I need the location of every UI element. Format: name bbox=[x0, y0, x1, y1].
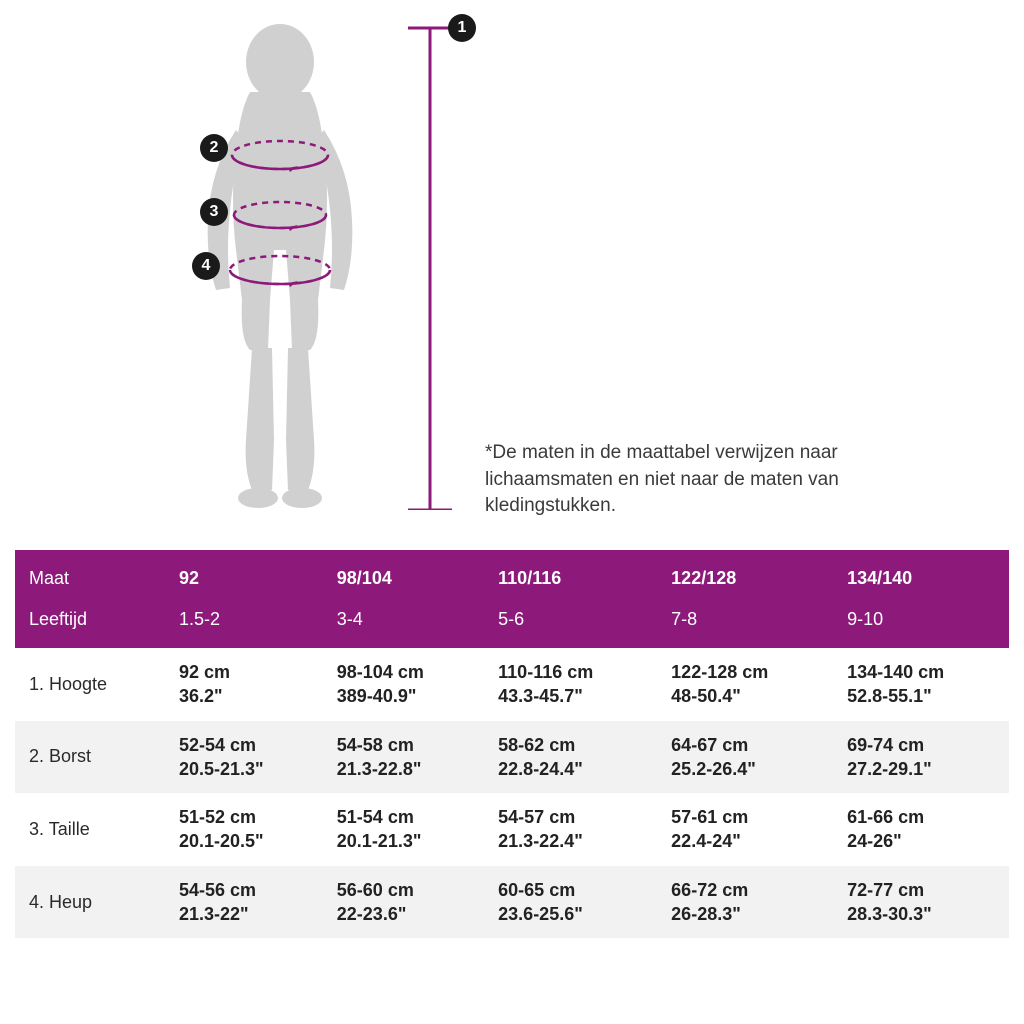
marker-4-label: 4 bbox=[202, 257, 211, 275]
cell-in: 43.3-45.7" bbox=[498, 684, 647, 708]
cell-in: 389-40.9" bbox=[337, 684, 474, 708]
marker-2: 2 bbox=[200, 134, 228, 162]
table-cell: 64-67 cm25.2-26.4" bbox=[657, 721, 833, 794]
table-cell: 92 cm36.2" bbox=[165, 648, 323, 721]
row-label: 4. Heup bbox=[15, 866, 165, 939]
cell-cm: 134-140 cm bbox=[847, 660, 999, 684]
table-row: 4. Heup54-56 cm21.3-22"56-60 cm22-23.6"6… bbox=[15, 866, 1009, 939]
table-cell: 66-72 cm26-28.3" bbox=[657, 866, 833, 939]
table-cell: 54-57 cm21.3-22.4" bbox=[484, 793, 657, 866]
cell-in: 26-28.3" bbox=[671, 902, 823, 926]
age-col-2: 5-6 bbox=[484, 599, 657, 648]
table-cell: 58-62 cm22.8-24.4" bbox=[484, 721, 657, 794]
marker-3-label: 3 bbox=[210, 203, 219, 221]
cell-cm: 122-128 cm bbox=[671, 660, 823, 684]
size-table-body: 1. Hoogte92 cm36.2"98-104 cm389-40.9"110… bbox=[15, 648, 1009, 938]
marker-3: 3 bbox=[200, 198, 228, 226]
cell-cm: 66-72 cm bbox=[671, 878, 823, 902]
age-col-0: 1.5-2 bbox=[165, 599, 323, 648]
table-cell: 51-54 cm20.1-21.3" bbox=[323, 793, 484, 866]
age-col-3: 7-8 bbox=[657, 599, 833, 648]
table-cell: 52-54 cm20.5-21.3" bbox=[165, 721, 323, 794]
marker-1: 1 bbox=[448, 14, 476, 42]
cell-in: 27.2-29.1" bbox=[847, 757, 999, 781]
cell-in: 20.5-21.3" bbox=[179, 757, 313, 781]
age-row: Leeftijd 1.5-2 3-4 5-6 7-8 9-10 bbox=[15, 599, 1009, 648]
cell-in: 22-23.6" bbox=[337, 902, 474, 926]
cell-cm: 57-61 cm bbox=[671, 805, 823, 829]
table-row: 3. Taille51-52 cm20.1-20.5"51-54 cm20.1-… bbox=[15, 793, 1009, 866]
height-ruler bbox=[400, 20, 460, 510]
cell-cm: 64-67 cm bbox=[671, 733, 823, 757]
cell-in: 52.8-55.1" bbox=[847, 684, 999, 708]
size-table-head: Maat 92 98/104 110/116 122/128 134/140 L… bbox=[15, 550, 1009, 648]
cell-cm: 56-60 cm bbox=[337, 878, 474, 902]
size-table: Maat 92 98/104 110/116 122/128 134/140 L… bbox=[15, 550, 1009, 938]
table-row: 2. Borst52-54 cm20.5-21.3"54-58 cm21.3-2… bbox=[15, 721, 1009, 794]
marker-4: 4 bbox=[192, 252, 220, 280]
table-cell: 110-116 cm43.3-45.7" bbox=[484, 648, 657, 721]
cell-cm: 54-58 cm bbox=[337, 733, 474, 757]
table-cell: 72-77 cm28.3-30.3" bbox=[833, 866, 1009, 939]
size-col-3: 122/128 bbox=[657, 550, 833, 599]
size-col-4: 134/140 bbox=[833, 550, 1009, 599]
cell-cm: 72-77 cm bbox=[847, 878, 999, 902]
cell-cm: 54-56 cm bbox=[179, 878, 313, 902]
table-cell: 51-52 cm20.1-20.5" bbox=[165, 793, 323, 866]
age-col-1: 3-4 bbox=[323, 599, 484, 648]
marker-1-label: 1 bbox=[458, 19, 467, 37]
cell-in: 21.3-22" bbox=[179, 902, 313, 926]
age-col-4: 9-10 bbox=[833, 599, 1009, 648]
cell-cm: 52-54 cm bbox=[179, 733, 313, 757]
table-row: 1. Hoogte92 cm36.2"98-104 cm389-40.9"110… bbox=[15, 648, 1009, 721]
row-label: 2. Borst bbox=[15, 721, 165, 794]
cell-in: 24-26" bbox=[847, 829, 999, 853]
table-cell: 69-74 cm27.2-29.1" bbox=[833, 721, 1009, 794]
table-cell: 54-58 cm21.3-22.8" bbox=[323, 721, 484, 794]
table-cell: 56-60 cm22-23.6" bbox=[323, 866, 484, 939]
cell-in: 48-50.4" bbox=[671, 684, 823, 708]
cell-in: 22.8-24.4" bbox=[498, 757, 647, 781]
row-label: 3. Taille bbox=[15, 793, 165, 866]
cell-cm: 69-74 cm bbox=[847, 733, 999, 757]
age-label: Leeftijd bbox=[15, 599, 165, 648]
footnote: *De maten in de maattabel verwijzen naar… bbox=[485, 440, 885, 520]
size-row: Maat 92 98/104 110/116 122/128 134/140 bbox=[15, 550, 1009, 599]
cell-cm: 61-66 cm bbox=[847, 805, 999, 829]
table-cell: 60-65 cm23.6-25.6" bbox=[484, 866, 657, 939]
table-cell: 54-56 cm21.3-22" bbox=[165, 866, 323, 939]
cell-in: 36.2" bbox=[179, 684, 313, 708]
cell-in: 25.2-26.4" bbox=[671, 757, 823, 781]
table-cell: 134-140 cm52.8-55.1" bbox=[833, 648, 1009, 721]
cell-cm: 110-116 cm bbox=[498, 660, 647, 684]
size-label: Maat bbox=[15, 550, 165, 599]
cell-in: 28.3-30.3" bbox=[847, 902, 999, 926]
row-label: 1. Hoogte bbox=[15, 648, 165, 721]
size-col-1: 98/104 bbox=[323, 550, 484, 599]
cell-cm: 51-52 cm bbox=[179, 805, 313, 829]
cell-cm: 60-65 cm bbox=[498, 878, 647, 902]
marker-2-label: 2 bbox=[210, 139, 219, 157]
cell-cm: 54-57 cm bbox=[498, 805, 647, 829]
cell-in: 20.1-21.3" bbox=[337, 829, 474, 853]
cell-in: 21.3-22.8" bbox=[337, 757, 474, 781]
cell-in: 21.3-22.4" bbox=[498, 829, 647, 853]
cell-in: 20.1-20.5" bbox=[179, 829, 313, 853]
table-cell: 122-128 cm48-50.4" bbox=[657, 648, 833, 721]
table-cell: 98-104 cm389-40.9" bbox=[323, 648, 484, 721]
cell-cm: 92 cm bbox=[179, 660, 313, 684]
table-cell: 61-66 cm24-26" bbox=[833, 793, 1009, 866]
size-col-0: 92 bbox=[165, 550, 323, 599]
cell-cm: 98-104 cm bbox=[337, 660, 474, 684]
cell-in: 23.6-25.6" bbox=[498, 902, 647, 926]
cell-cm: 58-62 cm bbox=[498, 733, 647, 757]
cell-in: 22.4-24" bbox=[671, 829, 823, 853]
cell-cm: 51-54 cm bbox=[337, 805, 474, 829]
table-cell: 57-61 cm22.4-24" bbox=[657, 793, 833, 866]
size-col-2: 110/116 bbox=[484, 550, 657, 599]
diagram-area: 1 2 3 4 *De maten in de maattabel verwij… bbox=[0, 0, 1024, 550]
